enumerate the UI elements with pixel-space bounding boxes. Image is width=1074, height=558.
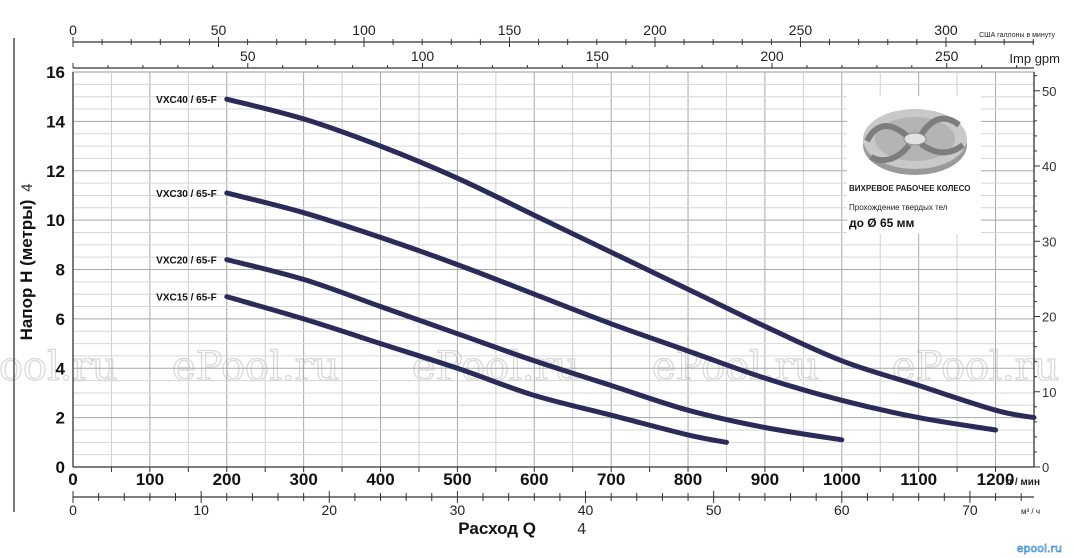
- series-label-0: VXC40 / 65-F: [156, 95, 217, 106]
- x-tick-usgpm: 0: [69, 22, 77, 38]
- x-tick-lpm: 1100: [900, 470, 937, 489]
- impeller-title: ВИХРЕВОЕ РАБОЧЕЕ КОЛЕСО: [849, 184, 970, 193]
- x-tick-usgpm: 100: [352, 22, 376, 38]
- series-line-3: [224, 294, 729, 445]
- y-tick-m: 10: [46, 211, 65, 230]
- x-tick-impgpm: 50: [240, 48, 256, 64]
- series-line-0: [224, 96, 1037, 421]
- x-tick-lpm: 100: [136, 470, 164, 489]
- x-unit-lpm: л / мин: [1006, 477, 1040, 488]
- y-tick-m: 12: [46, 162, 65, 181]
- x-tick-usgpm: 250: [789, 22, 813, 38]
- y-tick-m: 0: [56, 458, 65, 477]
- x-tick-lpm: 300: [289, 470, 317, 489]
- x-tick-m3h: 20: [321, 502, 337, 518]
- x-unit-m3h: м³ / ч: [1021, 507, 1040, 516]
- y-tick-ft: 30: [1042, 234, 1056, 249]
- y-tick-m: 4: [56, 359, 66, 378]
- x-tick-impgpm: 200: [760, 48, 784, 64]
- impeller-info-box: ВИХРЕВОЕ РАБОЧЕЕ КОЛЕСО Прохождение твер…: [847, 96, 981, 234]
- impeller-size: до Ø 65 мм: [849, 216, 915, 230]
- x-tick-lpm: 400: [366, 470, 394, 489]
- y-tick-m: 16: [46, 63, 65, 82]
- chart-axes: [13, 37, 1040, 512]
- impeller-icon: [863, 109, 967, 175]
- x-tick-impgpm: 150: [586, 48, 610, 64]
- x-tick-m3h: 40: [578, 502, 594, 518]
- y-tick-ft: 40: [1042, 159, 1056, 174]
- watermark-text: ePool.ru: [0, 344, 118, 390]
- series-label-1: VXC30 / 65-F: [156, 189, 217, 200]
- x-tick-lpm: 0: [68, 470, 77, 489]
- y-axis-title: Напор H (метры): [17, 200, 36, 341]
- chart-tick-labels: 0 100 200 300 400 500 600 700 800 900 1000 1100 1200…: [46, 22, 1056, 518]
- y-tick-m: 6: [56, 310, 65, 329]
- x-tick-lpm: 1200: [977, 470, 1015, 489]
- x-tick-usgpm: 300: [934, 22, 958, 38]
- x-tick-m3h: 10: [193, 502, 209, 518]
- watermark-text: ePool.ru: [172, 344, 340, 390]
- y-tick-m: 8: [56, 261, 65, 280]
- y-tick-m: 2: [56, 409, 65, 428]
- y-tick-ft: 0: [1042, 460, 1049, 475]
- series-line-2: [224, 257, 845, 443]
- x-tick-usgpm: 50: [211, 22, 227, 38]
- y-tick-ft: 10: [1042, 385, 1056, 400]
- x-tick-lpm: 600: [520, 470, 548, 489]
- x-tick-lpm: 200: [213, 470, 241, 489]
- y-tick-m: 14: [46, 112, 65, 131]
- y-tick-ft: 20: [1042, 310, 1056, 325]
- x-tick-lpm: 900: [751, 470, 779, 489]
- x-tick-impgpm: 250: [935, 48, 959, 64]
- impeller-subtitle: Прохождение твердых тел: [849, 203, 948, 212]
- x-tick-usgpm: 200: [643, 22, 667, 38]
- x-axis-title-icon: 4: [577, 520, 587, 538]
- x-unit-impgpm: Imp gpm: [1009, 51, 1060, 66]
- x-tick-m3h: 70: [962, 502, 978, 518]
- x-tick-m3h: 50: [706, 502, 722, 518]
- series-line-1: [224, 190, 999, 433]
- y-axis-title-icon: 4: [20, 183, 36, 192]
- x-unit-usgpm: США галлоны в минуту: [979, 32, 1055, 39]
- chart-curves: VXC40 / 65-F VXC30 / 65-F VXC20 / 65-F VXC1…: [156, 95, 1037, 445]
- corner-logo: epool.ru: [1004, 540, 1066, 555]
- y-tick-ft: 50: [1042, 84, 1056, 99]
- x-tick-lpm: 500: [443, 470, 471, 489]
- x-tick-m3h: 60: [834, 502, 850, 518]
- watermark-text: ePool.ru: [892, 344, 1060, 390]
- x-axis-title: Расход Q: [458, 519, 536, 538]
- x-tick-lpm: 800: [674, 470, 702, 489]
- series-label-3: VXC15 / 65-F: [156, 293, 217, 304]
- series-label-2: VXC20 / 65-F: [156, 256, 217, 267]
- x-tick-m3h: 30: [450, 502, 466, 518]
- x-tick-impgpm: 100: [411, 48, 435, 64]
- x-tick-lpm: 700: [597, 470, 625, 489]
- corner-logo-text: epool.ru: [1017, 542, 1062, 555]
- x-tick-m3h: 0: [69, 502, 77, 518]
- x-tick-usgpm: 150: [498, 22, 522, 38]
- x-tick-lpm: 1000: [823, 470, 861, 489]
